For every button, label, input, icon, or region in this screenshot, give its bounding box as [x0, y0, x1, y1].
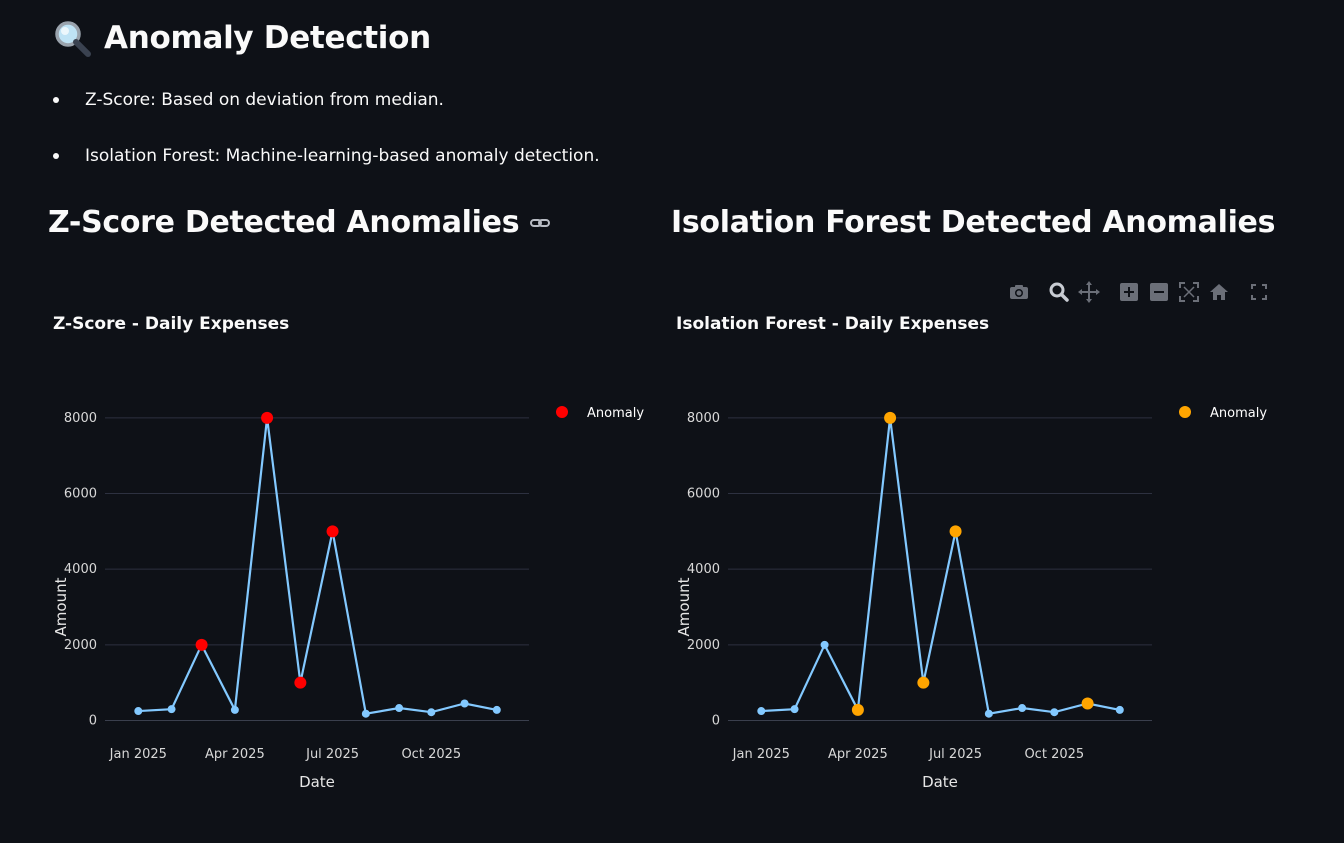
- iforest-anomaly-marker: [851, 703, 864, 716]
- iforest-y-tick: 0: [712, 714, 720, 729]
- zscore-legend-marker: [556, 406, 568, 418]
- iforest-chart-title: Isolation Forest - Daily Expenses: [676, 314, 990, 334]
- iforest-x-tick: Jan 2025: [732, 747, 790, 762]
- page-title: Anomaly Detection: [52, 18, 431, 58]
- list-item: Z-Score: Based on deviation from median.: [52, 82, 600, 138]
- reset-axes-icon[interactable]: [1204, 280, 1234, 304]
- iforest-data-point: [757, 707, 766, 716]
- link-icon[interactable]: [529, 212, 551, 234]
- iforest-section-header: Isolation Forest Detected Anomalies: [671, 205, 1275, 240]
- iforest-y-tick: 4000: [687, 562, 720, 577]
- iforest-x-tick: Apr 2025: [828, 747, 888, 762]
- iforest-x-tick: Jul 2025: [928, 747, 982, 762]
- zscore-anomaly-marker: [261, 411, 274, 424]
- iforest-data-point: [1050, 708, 1059, 717]
- iforest-data-point: [790, 705, 799, 714]
- iforest-legend-label: Anomaly: [1210, 406, 1267, 421]
- zscore-y-tick: 2000: [64, 638, 97, 653]
- iforest-data-point: [1115, 705, 1124, 714]
- iforest-data-point: [820, 640, 829, 649]
- zscore-data-point: [427, 708, 436, 717]
- iforest-anomaly-marker: [1081, 697, 1094, 710]
- zscore-series-line: [138, 417, 498, 715]
- iforest-chart[interactable]: 0 2000 4000 6000 8000 Jan 2025 Apr 2025 Jul 202…: [663, 380, 1283, 800]
- iforest-y-tick: 8000: [687, 411, 720, 426]
- page-title-text: Anomaly Detection: [104, 20, 431, 56]
- description-list: Z-Score: Based on deviation from median.…: [52, 82, 600, 194]
- zscore-y-tick: 0: [89, 714, 97, 729]
- iforest-y-axis-title: Amount: [675, 577, 693, 636]
- iforest-x-axis-title: Date: [922, 773, 958, 791]
- zscore-section-title: Z-Score Detected Anomalies: [48, 205, 520, 240]
- zscore-data-point: [167, 705, 176, 714]
- zscore-section-header: Z-Score Detected Anomalies: [48, 205, 551, 240]
- zscore-y-axis-title: Amount: [52, 577, 70, 636]
- zoom-icon[interactable]: [1044, 280, 1074, 304]
- iforest-section-title: Isolation Forest Detected Anomalies: [671, 205, 1276, 240]
- zscore-chart[interactable]: 0 2000 4000 6000 8000 Jan 2025 Apr 2025 Jul 202…: [40, 380, 660, 800]
- zscore-data-point: [361, 709, 370, 718]
- zscore-chart-title: Z-Score - Daily Expenses: [53, 314, 290, 334]
- zscore-y-tick: 4000: [64, 562, 97, 577]
- zscore-anomaly-marker: [294, 676, 307, 689]
- iforest-anomaly-marker: [884, 411, 897, 424]
- zscore-x-tick: Jul 2025: [305, 747, 359, 762]
- zoom-in-icon[interactable]: [1114, 280, 1144, 304]
- zscore-anomaly-marker: [326, 525, 339, 538]
- zscore-data-point: [492, 705, 501, 714]
- iforest-legend-marker: [1179, 406, 1191, 418]
- zscore-x-tick: Oct 2025: [401, 747, 461, 762]
- iforest-y-tick: 2000: [687, 638, 720, 653]
- zscore-data-point: [134, 707, 143, 716]
- autoscale-icon[interactable]: [1174, 280, 1204, 304]
- zoom-out-icon[interactable]: [1144, 280, 1174, 304]
- iforest-series-line: [761, 417, 1121, 715]
- zscore-y-tick: 6000: [64, 487, 97, 502]
- fullscreen-icon[interactable]: [1244, 280, 1274, 304]
- list-item: Isolation Forest: Machine-learning-based…: [52, 138, 600, 194]
- zscore-data-point: [230, 705, 239, 714]
- iforest-anomaly-marker: [949, 525, 962, 538]
- zscore-legend-label: Anomaly: [587, 406, 644, 421]
- iforest-data-point: [1018, 704, 1027, 713]
- zscore-y-tick: 8000: [64, 411, 97, 426]
- zscore-x-tick: Apr 2025: [205, 747, 265, 762]
- zscore-data-point: [395, 704, 404, 713]
- magnifier-icon: [55, 21, 91, 57]
- iforest-x-tick: Oct 2025: [1024, 747, 1084, 762]
- camera-icon[interactable]: [1004, 280, 1034, 304]
- iforest-data-point: [984, 709, 993, 718]
- iforest-anomaly-marker: [917, 676, 930, 689]
- chart-modebar: [1004, 280, 1274, 304]
- zscore-data-point: [460, 699, 469, 708]
- zscore-x-axis-title: Date: [299, 773, 335, 791]
- zscore-anomaly-marker: [195, 638, 208, 651]
- zscore-x-tick: Jan 2025: [109, 747, 167, 762]
- iforest-y-tick: 6000: [687, 487, 720, 502]
- pan-icon[interactable]: [1074, 280, 1104, 304]
